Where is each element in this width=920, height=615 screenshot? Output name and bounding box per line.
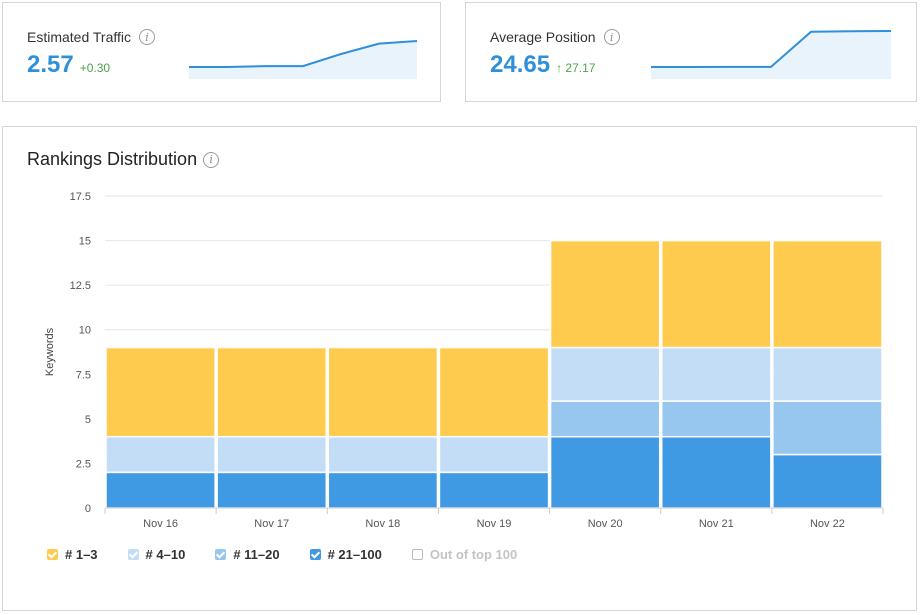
- estimated-traffic-number: 2.57: [27, 51, 74, 78]
- bar-segment[interactable]: [438, 346, 550, 438]
- estimated-traffic-delta: +0.30: [79, 61, 111, 75]
- y-tick-label: 0: [85, 503, 91, 515]
- rankings-distribution-chart: 0 2.5 5 7.5 10 12.5 15 17.5 Keywords Nov 16 Nov 17…: [44, 191, 884, 530]
- x-tick-label: Nov 18: [365, 518, 400, 530]
- average-position-value: 24.65 ↑ 27.17: [490, 51, 595, 79]
- x-tick-label: Nov 21: [699, 518, 734, 530]
- checkbox-checked-icon[interactable]: [47, 549, 58, 560]
- rankings-distribution-title: Rankings Distribution i: [27, 149, 220, 170]
- bar-segment[interactable]: [660, 435, 772, 509]
- estimated-traffic-card: Estimated Traffic i 2.57 +0.30: [2, 2, 441, 102]
- average-position-number: 24.65: [490, 51, 551, 78]
- estimated-traffic-label: Estimated Traffic: [27, 29, 132, 45]
- average-position-delta: ↑ 27.17: [556, 61, 595, 75]
- bar-segment[interactable]: [772, 239, 883, 349]
- bar-segment[interactable]: [549, 400, 661, 438]
- legend-label: # 11–20: [233, 547, 280, 562]
- checkbox-unchecked-icon[interactable]: [411, 549, 423, 560]
- legend-label: # 4–10: [145, 547, 186, 562]
- x-tick-label: Nov 20: [588, 518, 623, 530]
- traffic-spark-line: [189, 40, 417, 68]
- bar-segment[interactable]: [549, 435, 661, 509]
- bar-segment[interactable]: [772, 400, 883, 456]
- bar-segment[interactable]: [105, 435, 216, 474]
- bar-segment[interactable]: [660, 239, 772, 349]
- chart-legend: # 1–3 # 4–10 # 11–20 # 21–100 Out of top 100: [47, 547, 547, 562]
- y-tick-label: 15: [79, 236, 91, 248]
- bar-segment[interactable]: [105, 346, 216, 438]
- bar-segment[interactable]: [549, 346, 661, 402]
- estimated-traffic-title: Estimated Traffic i: [27, 29, 156, 45]
- arrow-up-icon: ↑: [556, 61, 563, 75]
- traffic-spark-area: [189, 41, 417, 79]
- x-tick-label: Nov 22: [810, 518, 845, 530]
- bar-segment[interactable]: [660, 346, 772, 402]
- bar-segment[interactable]: [327, 471, 439, 509]
- y-tick-label: 2.5: [76, 458, 91, 470]
- x-tick-label: Nov 16: [143, 518, 178, 530]
- legend-label: # 21–100: [327, 547, 382, 562]
- checkbox-checked-icon[interactable]: [309, 549, 321, 560]
- bar-segment[interactable]: [105, 471, 216, 509]
- bar-segment[interactable]: [327, 346, 439, 438]
- estimated-traffic-sparkline: [189, 40, 417, 79]
- y-tick-label: 12.5: [70, 280, 91, 292]
- bar-segment[interactable]: [549, 239, 661, 349]
- bar-segment[interactable]: [438, 471, 550, 509]
- checkbox-checked-icon[interactable]: [127, 549, 139, 560]
- bar-segment[interactable]: [660, 400, 772, 438]
- checkbox-checked-icon[interactable]: [215, 549, 227, 560]
- average-position-title: Average Position i: [490, 29, 620, 45]
- legend-item[interactable]: # 1–3: [47, 547, 98, 562]
- bar-segment[interactable]: [216, 471, 328, 509]
- bar-segment[interactable]: [772, 346, 883, 402]
- y-axis-label: Keywords: [44, 327, 56, 376]
- bar-segment[interactable]: [216, 346, 328, 438]
- legend-item[interactable]: Out of top 100: [411, 547, 518, 562]
- y-tick-label: 17.5: [70, 191, 91, 203]
- estimated-traffic-value: 2.57 +0.30: [27, 51, 110, 79]
- y-tick-label: 7.5: [76, 369, 91, 381]
- legend-item[interactable]: # 21–100: [309, 547, 382, 562]
- bar-segment[interactable]: [438, 435, 550, 474]
- x-tick-label: Nov 17: [254, 518, 289, 530]
- legend-label: Out of top 100: [429, 547, 518, 562]
- y-tick-label: 5: [85, 414, 91, 426]
- average-position-label: Average Position: [490, 29, 596, 45]
- info-icon[interactable]: i: [203, 151, 220, 168]
- legend-item[interactable]: # 4–10: [127, 547, 186, 562]
- rankings-distribution-card: Rankings Distribution i 0 2.5 5 7.5 10 12.5 15…: [2, 126, 917, 611]
- average-position-card: Average Position i 24.65 ↑ 27.17: [465, 2, 917, 102]
- position-spark-area: [651, 31, 891, 79]
- y-tick-label: 10: [79, 325, 91, 337]
- bar-segment[interactable]: [216, 435, 328, 474]
- rankings-distribution-label: Rankings Distribution: [27, 149, 198, 169]
- x-tick-label: Nov 19: [477, 518, 512, 530]
- bar-segment[interactable]: [327, 435, 439, 474]
- legend-item[interactable]: # 11–20: [215, 547, 280, 562]
- info-icon[interactable]: i: [603, 29, 620, 45]
- position-spark-line: [651, 30, 891, 68]
- average-position-sparkline: [651, 30, 891, 79]
- legend-label: # 1–3: [65, 547, 98, 562]
- bar-segment[interactable]: [772, 453, 883, 509]
- info-icon[interactable]: i: [139, 29, 156, 45]
- average-position-delta-value: 27.17: [565, 61, 596, 75]
